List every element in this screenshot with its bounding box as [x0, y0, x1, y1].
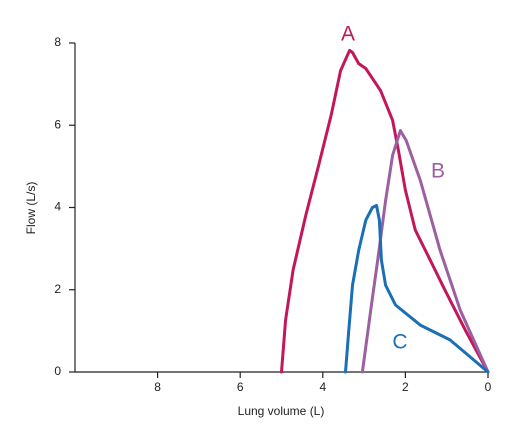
curve-label: B [431, 160, 445, 183]
y-axis-title: Flow (L/s) [24, 182, 38, 235]
y-tick-label: 6 [54, 117, 61, 131]
y-tick-label: 2 [54, 282, 61, 296]
x-tick-label: 4 [319, 380, 326, 394]
x-axis-title: Lung volume (L) [238, 404, 325, 418]
curve-label: C [392, 331, 407, 354]
x-tick-label: 2 [402, 380, 409, 394]
y-tick-label: 0 [54, 364, 61, 378]
flow-volume-curve [280, 48, 490, 374]
x-tick-label: 0 [485, 380, 492, 394]
x-tick-label: 6 [237, 380, 244, 394]
flow-volume-curve [360, 129, 490, 374]
flow-volume-curve [344, 203, 490, 374]
y-tick-label: 4 [54, 200, 61, 214]
y-tick-label: 8 [54, 35, 61, 49]
x-tick-label: 8 [154, 380, 161, 394]
curve-label: A [341, 23, 355, 46]
